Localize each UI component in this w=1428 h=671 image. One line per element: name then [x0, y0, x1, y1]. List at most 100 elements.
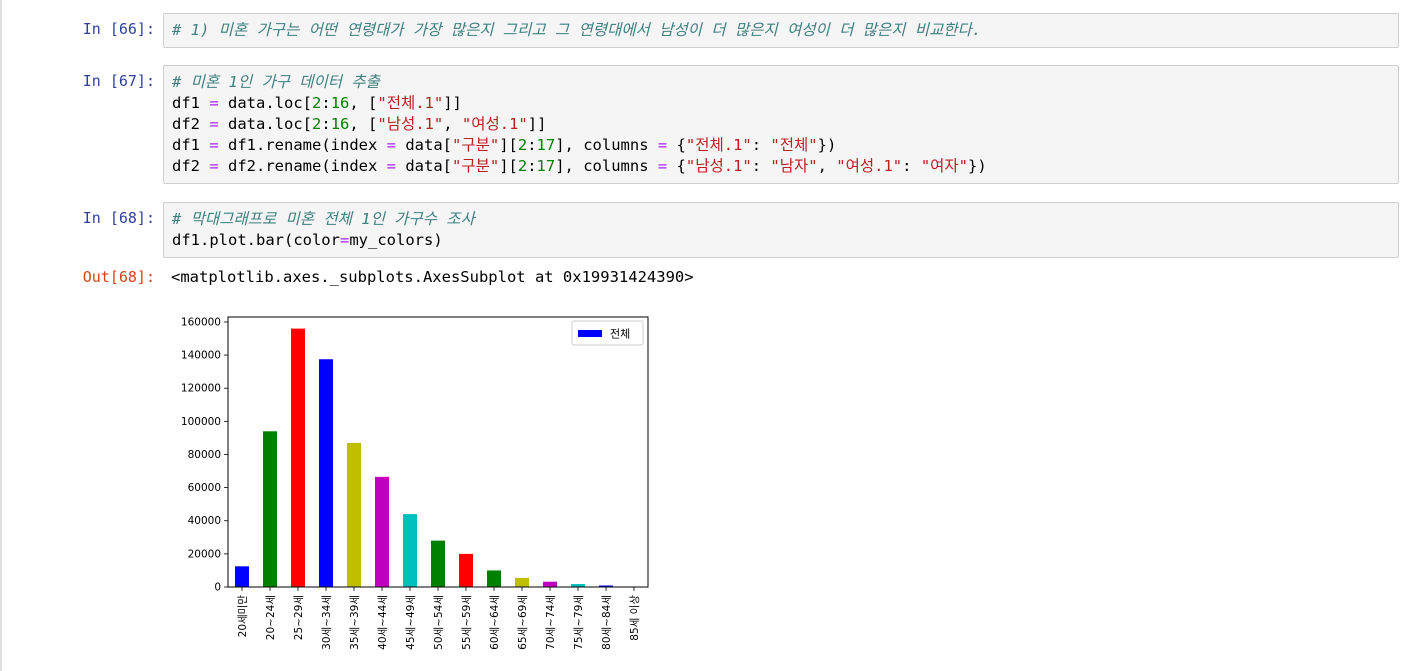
bar-chart: 20세미만 20~24세 25~29세 30세~34세 35세~39세 40세~44세 45…: [181, 316, 649, 650]
y-tick-label: 120000: [181, 383, 221, 395]
code-token: data.loc[: [218, 94, 312, 112]
code-token: =: [386, 136, 396, 154]
code-token: ,: [817, 157, 837, 175]
code-token: 16: [330, 115, 350, 133]
code-token: , [: [349, 115, 378, 133]
cell-67-prompt: In [67]:: [82, 72, 155, 90]
code-token: :: [751, 157, 771, 175]
cell-68-input[interactable]: # 막대그래프로 미혼 전체 1인 가구수 조사 df1.plot.bar(col…: [163, 202, 1399, 258]
code-token: =: [657, 157, 668, 175]
code-token: , [: [349, 94, 378, 112]
code-token: "남성.1": [685, 157, 752, 175]
code-token: ]]: [527, 115, 547, 133]
code-token: 2: [312, 115, 322, 133]
code-token: my_colors): [349, 231, 443, 249]
code-token: }): [968, 157, 987, 175]
code-token: "전체.1": [377, 94, 444, 112]
code-token: =: [386, 157, 396, 175]
code-token: =: [209, 115, 219, 133]
code-token: =: [209, 157, 219, 175]
code-token: "남성.1": [377, 115, 444, 133]
code-line: # 1) 미혼 가구는 어떤 연령대가 가장 많은지 그리고 그 연령대에서 남…: [172, 20, 1390, 41]
code-token: data[: [396, 157, 452, 175]
code-line: df2 = data.loc[2:16, ["남성.1", "여성.1"]]: [172, 114, 1390, 135]
code-token: df2: [172, 115, 210, 133]
code-token: ], columns: [555, 157, 658, 175]
x-tick-label: 35세~39세: [349, 595, 361, 650]
bar-5: [375, 476, 389, 587]
x-tick-label: 70세~74세: [545, 595, 557, 650]
y-tick-label: 160000: [181, 316, 221, 328]
bar-9: [487, 570, 501, 587]
x-tick-label: 75세~79세: [573, 595, 585, 650]
code-token: :: [751, 136, 771, 154]
code-token: ,: [443, 115, 462, 133]
code-token: 16: [330, 94, 350, 112]
y-tick-label: 0: [214, 582, 221, 594]
code-token: df1.plot.bar(color: [172, 231, 340, 249]
code-token: df1.rename(index: [218, 136, 387, 154]
x-tick-label: 25~29세: [293, 595, 305, 640]
bar-1: [263, 431, 277, 587]
code-token: :: [321, 115, 331, 133]
code-token: df2.rename(index: [218, 157, 387, 175]
code-token: "여성.1": [461, 115, 528, 133]
code-token: =: [339, 231, 350, 249]
y-tick-label: 140000: [181, 350, 221, 362]
code-line: df2 = df2.rename(index = data["구분"][2:17…: [172, 156, 1390, 177]
x-tick-label: 30세~34세: [321, 595, 333, 650]
bar-7: [431, 540, 445, 587]
out-68-prompt: Out[68]:: [82, 268, 155, 286]
code-token: data.loc[: [218, 115, 312, 133]
code-token: ], columns: [555, 136, 658, 154]
bar-6: [403, 514, 417, 587]
x-tick-label: 85세 이상: [629, 595, 641, 641]
y-tick-label: 40000: [188, 515, 221, 527]
code-line: df1.plot.bar(color=my_colors): [172, 230, 1390, 251]
code-token: df2: [172, 157, 210, 175]
code-token: ][: [499, 157, 518, 175]
cell-67-input[interactable]: # 미혼 1인 가구 데이터 추출 df1 = data.loc[2:16, ["…: [163, 65, 1399, 184]
notebook-left-border: [0, 0, 2, 671]
bar-0: [235, 566, 249, 587]
code-token: :: [321, 94, 331, 112]
cell-66-prompt: In [66]:: [82, 20, 155, 38]
y-tick-label: 20000: [188, 548, 221, 560]
y-tick-label: 100000: [181, 416, 221, 428]
code-token: 2: [312, 94, 322, 112]
bar-8: [459, 553, 473, 587]
x-tick-label: 20세미만: [237, 595, 249, 638]
legend-box: [571, 320, 644, 346]
code-token: ][: [499, 136, 518, 154]
code-token: =: [209, 136, 219, 154]
code-token: # 막대그래프로 미혼 전체 1인 가구수 조사: [172, 210, 475, 228]
x-tick-label: 20~24세: [265, 595, 277, 640]
cell-66-input[interactable]: # 1) 미혼 가구는 어떤 연령대가 가장 많은지 그리고 그 연령대에서 남…: [163, 13, 1399, 48]
x-tick-label: 60세~64세: [489, 595, 501, 650]
bar-12: [571, 584, 585, 587]
code-token: "여자": [920, 157, 968, 175]
code-token: ]]: [443, 94, 462, 112]
x-tick-label: 80세~84세: [601, 595, 613, 650]
code-token: {: [667, 157, 686, 175]
bar-3: [319, 359, 333, 587]
code-token: {: [667, 136, 686, 154]
code-token: "남자": [770, 157, 818, 175]
plot-frame: [227, 316, 649, 588]
code-line: df1 = df1.rename(index = data["구분"][2:17…: [172, 135, 1390, 156]
x-tick-label: 45세~49세: [405, 595, 417, 650]
legend-swatch: [578, 330, 602, 337]
x-tick-label: 55세~59세: [461, 595, 473, 650]
code-token: "여성.1": [836, 157, 903, 175]
code-token: "구분": [452, 136, 500, 154]
code-line: df1 = data.loc[2:16, ["전체.1"]]: [172, 93, 1390, 114]
x-tick-label: 65세~69세: [517, 595, 529, 650]
code-token: :: [902, 157, 921, 175]
code-token: =: [209, 94, 219, 112]
code-token: }): [817, 136, 837, 154]
code-token: 2: [517, 136, 528, 154]
code-token: 17: [536, 136, 556, 154]
code-token: :: [527, 157, 537, 175]
y-tick-label: 80000: [188, 449, 221, 461]
bar-4: [347, 442, 361, 587]
